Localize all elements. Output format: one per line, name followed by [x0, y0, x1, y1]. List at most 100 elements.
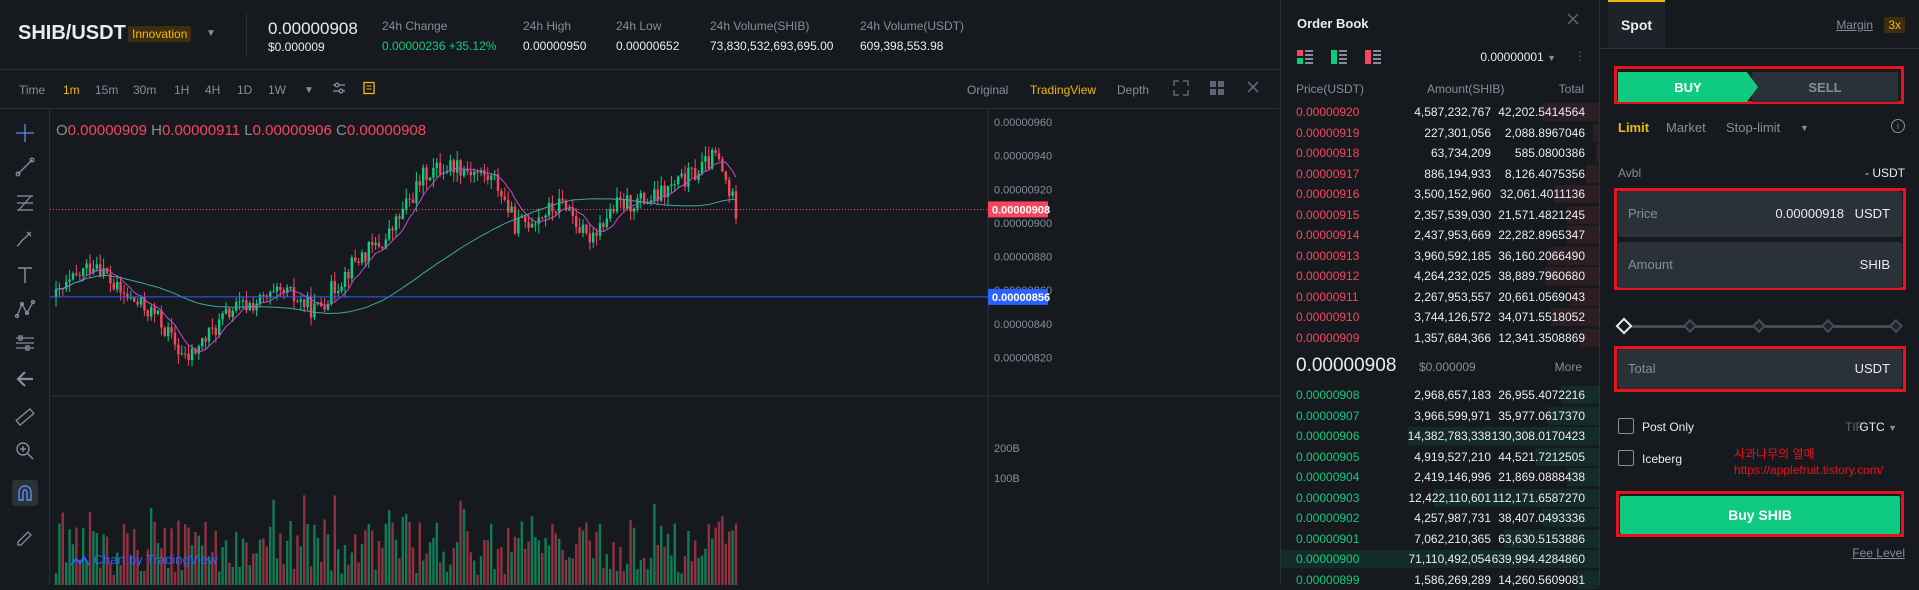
book-bids-icon[interactable] [1331, 50, 1347, 64]
arrow-left-icon[interactable] [12, 366, 38, 392]
pair-title[interactable]: SHIB/USDT [18, 22, 126, 44]
tab-spot[interactable]: Spot [1608, 0, 1665, 48]
info-icon[interactable]: i [1891, 119, 1905, 133]
lock-drawing-icon[interactable] [12, 522, 38, 548]
magnet-icon[interactable] [12, 480, 38, 506]
bid-row[interactable]: 0.00000904 2,419,146,996 21,869.0888438 [1281, 467, 1599, 487]
stop-limit-dropdown-icon[interactable]: ▼ [1800, 123, 1809, 133]
slider-step-50[interactable] [1751, 318, 1767, 334]
total-input[interactable]: Total USDT [1618, 349, 1902, 389]
order-type-stop-limit[interactable]: Stop-limit [1726, 120, 1781, 135]
interval-1d[interactable]: 1D [237, 83, 253, 97]
bid-row[interactable]: 0.00000906 14,382,783,338 130,308.0170423 [1281, 426, 1599, 446]
ask-row[interactable]: 0.00000912 4,264,232,025 38,889.7960680 [1281, 266, 1599, 286]
ask-row[interactable]: 0.00000919 227,301,056 2,088.8967046 [1281, 123, 1599, 143]
price-chart[interactable]: O0.00000909 H0.00000911 L0.00000906 C0.0… [50, 110, 1279, 585]
volume-bar [496, 549, 500, 585]
ask-row[interactable]: 0.00000909 1,357,684,366 12,341.3508869 [1281, 328, 1599, 348]
prediction-tool-icon[interactable] [12, 330, 38, 356]
slider-step-75[interactable] [1820, 318, 1836, 334]
order-type-limit[interactable]: Limit [1618, 120, 1650, 135]
ask-row[interactable]: 0.00000915 2,357,539,030 21,571.4821245 [1281, 205, 1599, 225]
slider-handle[interactable] [1615, 317, 1633, 335]
bid-row[interactable]: 0.00000902 4,257,987,731 38,407.0493336 [1281, 508, 1599, 528]
interval-15m[interactable]: 15m [95, 83, 119, 97]
buy-tab[interactable]: BUY [1618, 72, 1758, 102]
ask-row[interactable]: 0.00000920 4,587,232,767 42,202.5414564 [1281, 102, 1599, 122]
ask-row[interactable]: 0.00000914 2,437,953,669 22,282.8965347 [1281, 225, 1599, 245]
zoom-in-icon[interactable] [12, 438, 38, 464]
view-depth[interactable]: Depth [1117, 83, 1150, 97]
layout-grid-icon[interactable] [1208, 79, 1226, 100]
settings-icon[interactable] [332, 81, 346, 98]
text-tool-icon[interactable] [12, 262, 38, 288]
ask-row[interactable]: 0.00000917 886,194,933 8,126.4075356 [1281, 164, 1599, 184]
view-original[interactable]: Original [967, 83, 1009, 97]
row-total: 26,955.4072216 [1498, 388, 1585, 402]
close-chart-icon[interactable] [1245, 79, 1261, 98]
slider-step-100[interactable] [1888, 318, 1904, 334]
bid-row[interactable]: 0.00000907 3,966,599,971 35,977.0617370 [1281, 406, 1599, 426]
fullscreen-icon[interactable] [1172, 79, 1190, 100]
interval-4h[interactable]: 4H [205, 83, 221, 97]
post-only-checkbox[interactable] [1618, 418, 1634, 434]
more-link[interactable]: More [1554, 360, 1582, 374]
candle-body [187, 353, 190, 361]
brush-icon[interactable] [12, 225, 38, 251]
book-asks-icon[interactable] [1365, 50, 1381, 64]
ask-row[interactable]: 0.00000913 3,960,592,185 36,160.2066490 [1281, 246, 1599, 266]
bid-row[interactable]: 0.00000901 7,062,210,365 63,630.5153886 [1281, 529, 1599, 549]
more-options-icon[interactable]: ⋮ [1574, 49, 1586, 63]
ask-row[interactable]: 0.00000916 3,500,152,960 32,061.4011136 [1281, 184, 1599, 204]
fib-retracement-icon[interactable] [12, 190, 38, 216]
volume-bar [568, 557, 571, 585]
bid-row[interactable]: 0.00000903 12,422,110,601 112,171.6587270 [1281, 488, 1599, 508]
interval-time[interactable]: Time [19, 83, 46, 97]
trend-line-icon[interactable] [12, 154, 38, 180]
ask-row[interactable]: 0.00000911 2,267,953,557 20,661.0569043 [1281, 287, 1599, 307]
volume-bar [116, 552, 119, 585]
bid-row[interactable]: 0.00000899 1,586,269,289 14,260.5609081 [1281, 570, 1599, 590]
col-price: Price(USDT) [1296, 82, 1364, 96]
amount-slider[interactable] [1615, 317, 1904, 335]
view-tradingview[interactable]: TradingView [1030, 83, 1097, 97]
depth-bar [1586, 164, 1599, 183]
candle-body [350, 257, 353, 279]
price-input[interactable]: Price 0.00000918 USDT [1618, 191, 1902, 237]
fee-level-link[interactable]: Fee Level [1852, 546, 1905, 560]
candle-body [626, 195, 629, 209]
crosshair-icon[interactable] [12, 120, 38, 146]
volume-bar [303, 495, 306, 585]
close-icon[interactable] [1566, 12, 1580, 31]
pattern-tool-icon[interactable] [12, 296, 38, 322]
ask-row[interactable]: 0.00000918 63,734,209 585.0800386 [1281, 143, 1599, 163]
interval-30m[interactable]: 30m [133, 83, 157, 97]
tradingview-logo[interactable]: Chart by TradingView [70, 552, 218, 567]
sell-tab[interactable]: SELL [1752, 72, 1898, 102]
slider-step-25[interactable] [1682, 318, 1698, 334]
row-price: 0.00000903 [1296, 490, 1360, 505]
precision-select[interactable]: 0.00000001 ▼ [1480, 50, 1556, 64]
interval-dropdown-icon[interactable]: ▼ [304, 85, 314, 96]
pair-dropdown-icon[interactable]: ▼ [206, 28, 216, 39]
order-type-market[interactable]: Market [1666, 120, 1706, 135]
margin-link[interactable]: Margin [1836, 18, 1873, 32]
indicators-icon[interactable] [362, 81, 376, 98]
book-both-icon[interactable] [1297, 50, 1313, 64]
interval-1w[interactable]: 1W [268, 83, 286, 97]
bid-row[interactable]: 0.00000908 2,968,657,183 26,955.4072216 [1281, 385, 1599, 405]
candle-body [629, 195, 632, 212]
interval-1m[interactable]: 1m [63, 83, 80, 97]
buy-shib-button[interactable]: Buy SHIB [1620, 496, 1900, 534]
interval-1h[interactable]: 1H [174, 83, 190, 97]
amount-input[interactable]: Amount SHIB [1618, 242, 1902, 288]
drawing-toolbar [0, 110, 50, 585]
ruler-icon[interactable] [12, 404, 38, 430]
iceberg-checkbox[interactable] [1618, 450, 1634, 466]
ask-row[interactable]: 0.00000910 3,744,126,572 34,071.5518052 [1281, 307, 1599, 327]
bid-row[interactable]: 0.00000905 4,919,527,210 44,521.7212505 [1281, 447, 1599, 467]
tif-select[interactable]: GTC ▼ [1859, 420, 1897, 434]
depth-bar [1593, 123, 1599, 142]
bid-row[interactable]: 0.00000900 71,110,492,054 639,994.4284860 [1281, 549, 1599, 569]
row-amount: 1,586,269,289 [1414, 572, 1491, 587]
